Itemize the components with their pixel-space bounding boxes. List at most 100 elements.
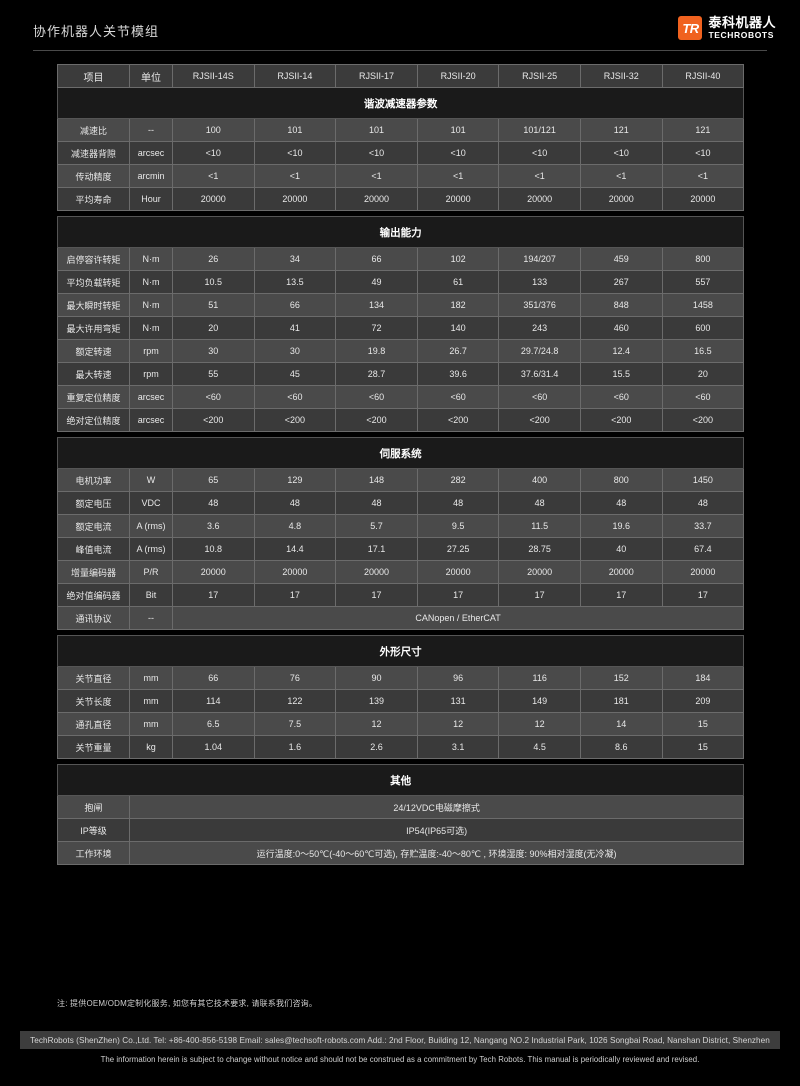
- cell-value: 29.7/24.8: [498, 339, 581, 363]
- cell-value: 67.4: [661, 537, 745, 561]
- section-title: 外形尺寸: [56, 635, 745, 667]
- cell-value: 10.8: [172, 537, 255, 561]
- cell-value: 800: [661, 247, 745, 271]
- column-header-6: RJSII-25: [498, 64, 581, 88]
- column-header-4: RJSII-17: [335, 64, 418, 88]
- row-unit: mm: [129, 712, 173, 736]
- cell-value: 600: [661, 316, 745, 340]
- cell-value: 48: [661, 491, 745, 515]
- cell-value: 20000: [579, 187, 663, 211]
- cell-value: 15.5: [579, 362, 663, 386]
- gap-cell: [57, 629, 744, 636]
- cell-value: 184: [661, 666, 745, 690]
- cell-value: 460: [579, 316, 663, 340]
- table-row: 最大许用弯矩 N·m 20 41 72 140 243 460 600: [57, 316, 745, 340]
- cell-value: 181: [579, 689, 663, 713]
- table-header-row: 项目 单位 RJSII-14S RJSII-14 RJSII-17 RJSII-20 RJS…: [57, 64, 745, 88]
- cell-value: 134: [335, 293, 418, 317]
- section-header-row: 输出能力: [56, 216, 745, 248]
- cell-value: 14: [579, 712, 663, 736]
- cell-value: 20: [661, 362, 745, 386]
- cell-value: 51: [172, 293, 255, 317]
- cell-value: 4.8: [253, 514, 337, 538]
- cell-value: 12.4: [579, 339, 663, 363]
- table-row: 额定转速 rpm 30 30 19.8 26.7 29.7/24.8 12.4 16.5: [57, 339, 745, 363]
- cell-value: 61: [416, 270, 500, 294]
- section-header-row: 伺服系统: [56, 437, 745, 469]
- cell-value: 26.7: [416, 339, 500, 363]
- brand-text: 泰科机器人 TECHROBOTS: [708, 16, 776, 40]
- row-label: 峰值电流: [57, 537, 130, 561]
- cell-value: <10: [416, 141, 500, 165]
- row-unit: A (rms): [129, 537, 173, 561]
- row-merged-value: CANopen / EtherCAT: [171, 606, 745, 630]
- table-row: 减速比 -- 100 101 101 101 101/121 121 121: [57, 118, 745, 142]
- cell-value: 351/376: [498, 293, 581, 317]
- cell-value: 152: [579, 666, 663, 690]
- section-title: 其他: [56, 764, 745, 796]
- cell-value: 30: [172, 339, 255, 363]
- cell-value: 400: [498, 468, 581, 492]
- cell-value: 19.8: [335, 339, 418, 363]
- table-row: 绝对值编码器 Bit 17 17 17 17 17 17 17: [57, 583, 745, 607]
- cell-value: 66: [335, 247, 418, 271]
- cell-value: <10: [579, 141, 663, 165]
- table-row: 电机功率 W 65 129 148 282 400 800 1450: [57, 468, 745, 492]
- cell-value: 12: [498, 712, 581, 736]
- table-row: 平均寿命 Hour 20000 20000 20000 20000 20000 20000 20…: [57, 187, 745, 211]
- cell-value: 148: [335, 468, 418, 492]
- cell-value: 20000: [498, 187, 581, 211]
- cell-value: 1458: [661, 293, 745, 317]
- cell-value: <10: [335, 141, 418, 165]
- cell-value: 15: [661, 712, 745, 736]
- row-unit: N·m: [129, 270, 173, 294]
- cell-value: 20: [172, 316, 255, 340]
- cell-value: 11.5: [498, 514, 581, 538]
- cell-value: 20000: [498, 560, 581, 584]
- cell-value: <10: [172, 141, 255, 165]
- cell-value: 459: [579, 247, 663, 271]
- table-row: 最大瞬时转矩 N·m 51 66 134 182 351/376 848 1458: [57, 293, 745, 317]
- cell-value: 48: [172, 491, 255, 515]
- cell-value: 45: [253, 362, 337, 386]
- table-body: 谐波减速器参数 减速比 -- 100 101 101 101 101/121 121 121 减速器…: [56, 87, 745, 865]
- cell-value: 20000: [579, 560, 663, 584]
- cell-value: 121: [661, 118, 745, 142]
- table-header: 项目 单位 RJSII-14S RJSII-14 RJSII-17 RJSII-20 RJS…: [57, 64, 745, 88]
- cell-value: 17.1: [335, 537, 418, 561]
- cell-value: <60: [172, 385, 255, 409]
- cell-value: 17: [416, 583, 500, 607]
- cell-value: <200: [172, 408, 255, 432]
- cell-value: 20000: [661, 560, 745, 584]
- cell-value: 2.6: [335, 735, 418, 759]
- row-unit: rpm: [129, 339, 173, 363]
- cell-value: 267: [579, 270, 663, 294]
- row-label: 最大许用弯矩: [57, 316, 130, 340]
- cell-value: 72: [335, 316, 418, 340]
- cell-value: 20000: [416, 187, 500, 211]
- row-merged-value: 24/12VDC电磁摩擦式: [128, 795, 745, 819]
- table-row: 额定电流 A (rms) 3.6 4.8 5.7 9.5 11.5 19.6 33.7: [57, 514, 745, 538]
- gap-cell: [57, 210, 744, 217]
- column-header-0: 项目: [57, 64, 130, 88]
- column-header-5: RJSII-20: [416, 64, 500, 88]
- cell-value: 122: [253, 689, 337, 713]
- row-unit: P/R: [129, 560, 173, 584]
- section-title: 伺服系统: [56, 437, 745, 469]
- table-row: 通讯协议 -- CANopen / EtherCAT: [57, 606, 745, 630]
- table-row: 工作环境 运行温度:0～50℃(-40～60℃可选), 存贮温度:-40～80℃ …: [57, 841, 745, 865]
- row-unit: N·m: [129, 247, 173, 271]
- cell-value: 194/207: [498, 247, 581, 271]
- cell-value: 209: [661, 689, 745, 713]
- cell-value: 13.5: [253, 270, 337, 294]
- cell-value: <60: [579, 385, 663, 409]
- cell-value: <1: [172, 164, 255, 188]
- column-header-2: RJSII-14S: [172, 64, 255, 88]
- table-row: 关节重量 kg 1.04 1.6 2.6 3.1 4.5 8.6 15: [57, 735, 745, 759]
- cell-value: 7.5: [253, 712, 337, 736]
- cell-value: 8.6: [579, 735, 663, 759]
- row-unit: arcmin: [129, 164, 173, 188]
- column-header-3: RJSII-14: [253, 64, 337, 88]
- row-label: 减速比: [57, 118, 130, 142]
- section-header-row: 谐波减速器参数: [56, 87, 745, 119]
